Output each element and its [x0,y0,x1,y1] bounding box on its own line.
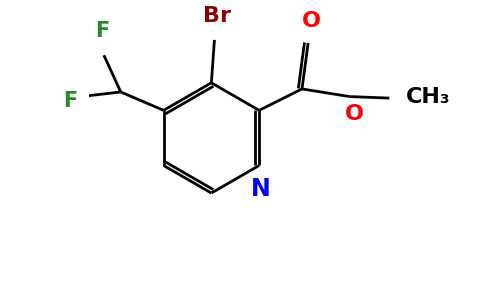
Text: N: N [251,177,271,201]
Text: F: F [63,91,77,111]
Text: Br: Br [203,6,231,26]
Text: F: F [95,21,109,41]
Text: CH₃: CH₃ [406,87,451,106]
Text: O: O [345,104,363,124]
Text: O: O [302,11,321,31]
